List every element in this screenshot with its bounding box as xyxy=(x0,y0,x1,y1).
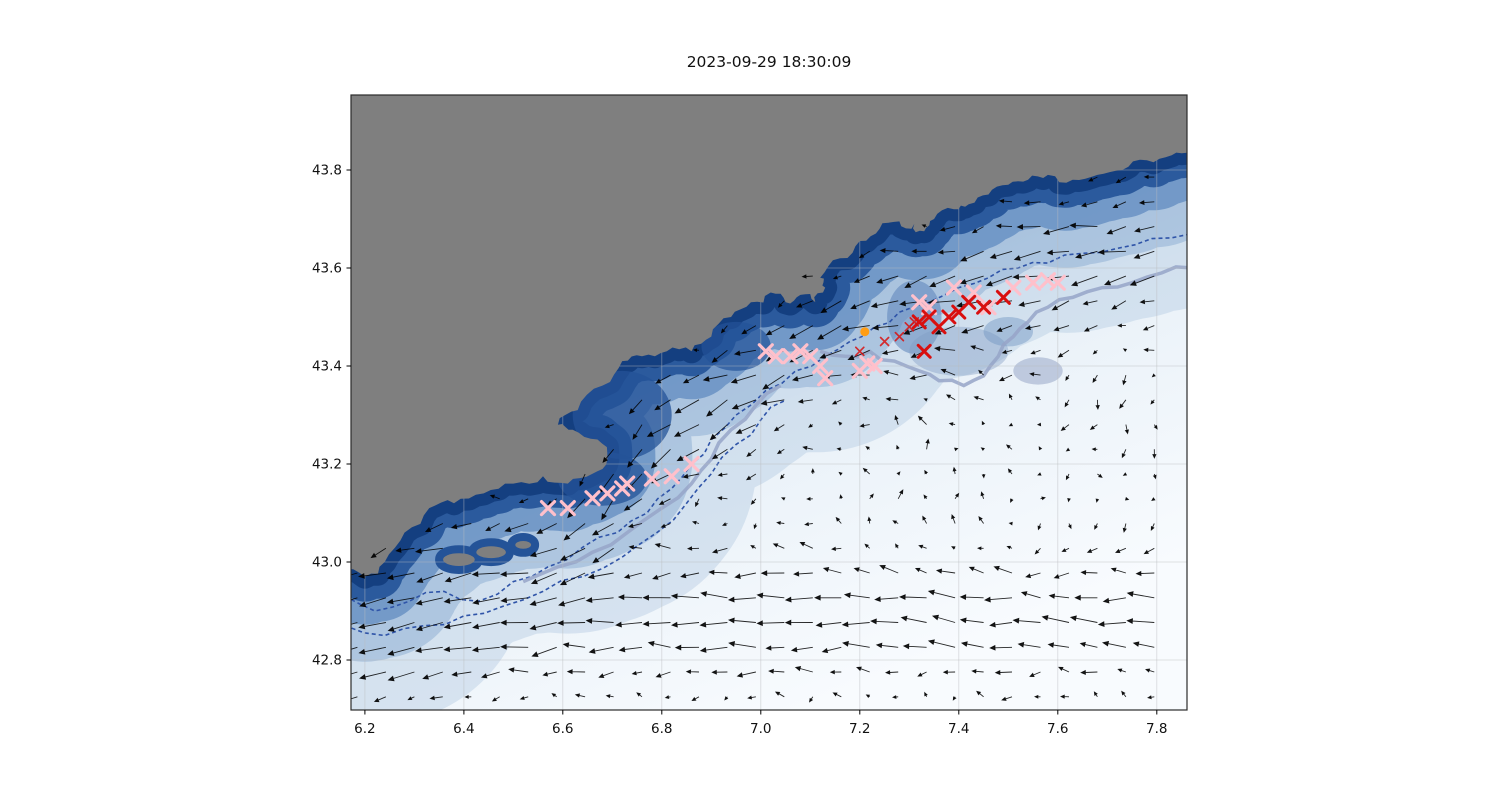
pink-x-marker xyxy=(1025,274,1042,291)
pink-x-marker xyxy=(757,343,774,360)
red-x-marker xyxy=(995,289,1011,305)
pink-x-marker xyxy=(980,299,997,316)
red-x-marker xyxy=(976,299,992,315)
red-x-marker xyxy=(911,314,927,330)
pink-x-marker xyxy=(619,475,636,492)
pink-x-marker xyxy=(1049,274,1066,291)
x-tick-label: 7.6 xyxy=(1047,721,1068,737)
island xyxy=(515,541,532,549)
pink-x-marker xyxy=(663,468,680,485)
pink-x-marker xyxy=(782,348,799,365)
x-tick-label: 6.2 xyxy=(354,721,375,737)
x-tick-label: 7.8 xyxy=(1146,721,1167,737)
bathymetry-patch xyxy=(1013,357,1063,385)
isobath-navy xyxy=(351,399,786,637)
orange-dot-marker xyxy=(860,327,870,337)
red-x-marker xyxy=(916,343,932,359)
x-tick-label: 6.6 xyxy=(552,721,573,737)
bathymetry-patch xyxy=(983,317,1033,347)
pink-x-marker xyxy=(945,279,962,296)
axes-frame xyxy=(350,94,1188,711)
x-tick-label: 7.2 xyxy=(849,721,870,737)
pink-x-marker xyxy=(584,490,601,507)
y-tick-label: 43.6 xyxy=(312,261,342,277)
x-tick-label: 7.0 xyxy=(750,721,771,737)
red-x-marker xyxy=(961,294,977,310)
isobath-navy xyxy=(351,233,1187,612)
red-x-marker-small xyxy=(879,336,890,347)
pink-x-marker xyxy=(767,348,784,365)
y-tick-label: 43.0 xyxy=(312,555,342,571)
pink-x-marker xyxy=(559,500,576,517)
x-tick-label: 6.8 xyxy=(651,721,672,737)
bathymetry-patch xyxy=(701,321,771,371)
y-tick-label: 43.2 xyxy=(312,457,342,473)
pink-x-marker xyxy=(866,357,883,375)
red-x-marker xyxy=(941,309,957,325)
y-axis: 42.8 43.0 43.2 43.4 43.6 43.8 xyxy=(312,163,351,669)
observation-markers xyxy=(539,272,1066,517)
land-mass xyxy=(351,95,1187,577)
pink-x-marker xyxy=(817,370,834,387)
x-tick-label: 7.4 xyxy=(948,721,969,737)
red-x-marker-small xyxy=(854,346,865,357)
plot-title: 2023-09-29 18:30:09 xyxy=(687,53,852,71)
land-layer xyxy=(351,95,1187,577)
pink-x-marker xyxy=(643,470,660,487)
x-tick-label: 6.4 xyxy=(453,721,474,737)
pink-x-marker xyxy=(539,500,557,517)
island xyxy=(476,546,506,559)
y-tick-label: 43.4 xyxy=(312,359,342,375)
y-tick-label: 43.8 xyxy=(312,163,342,179)
x-axis: 6.2 6.4 6.6 6.8 7.0 7.2 7.4 7.6 7.8 xyxy=(354,710,1168,737)
pink-x-marker xyxy=(911,294,928,311)
y-tick-label: 42.8 xyxy=(312,653,342,669)
isobath-slate xyxy=(819,265,1187,388)
island xyxy=(443,553,475,566)
pink-x-marker xyxy=(965,284,982,301)
pink-x-marker xyxy=(792,343,809,360)
pink-x-marker xyxy=(683,455,700,473)
bathymetry-patch xyxy=(572,370,672,460)
pink-x-marker xyxy=(812,357,829,375)
red-x-marker-small xyxy=(894,331,905,342)
pink-x-marker xyxy=(599,485,616,502)
